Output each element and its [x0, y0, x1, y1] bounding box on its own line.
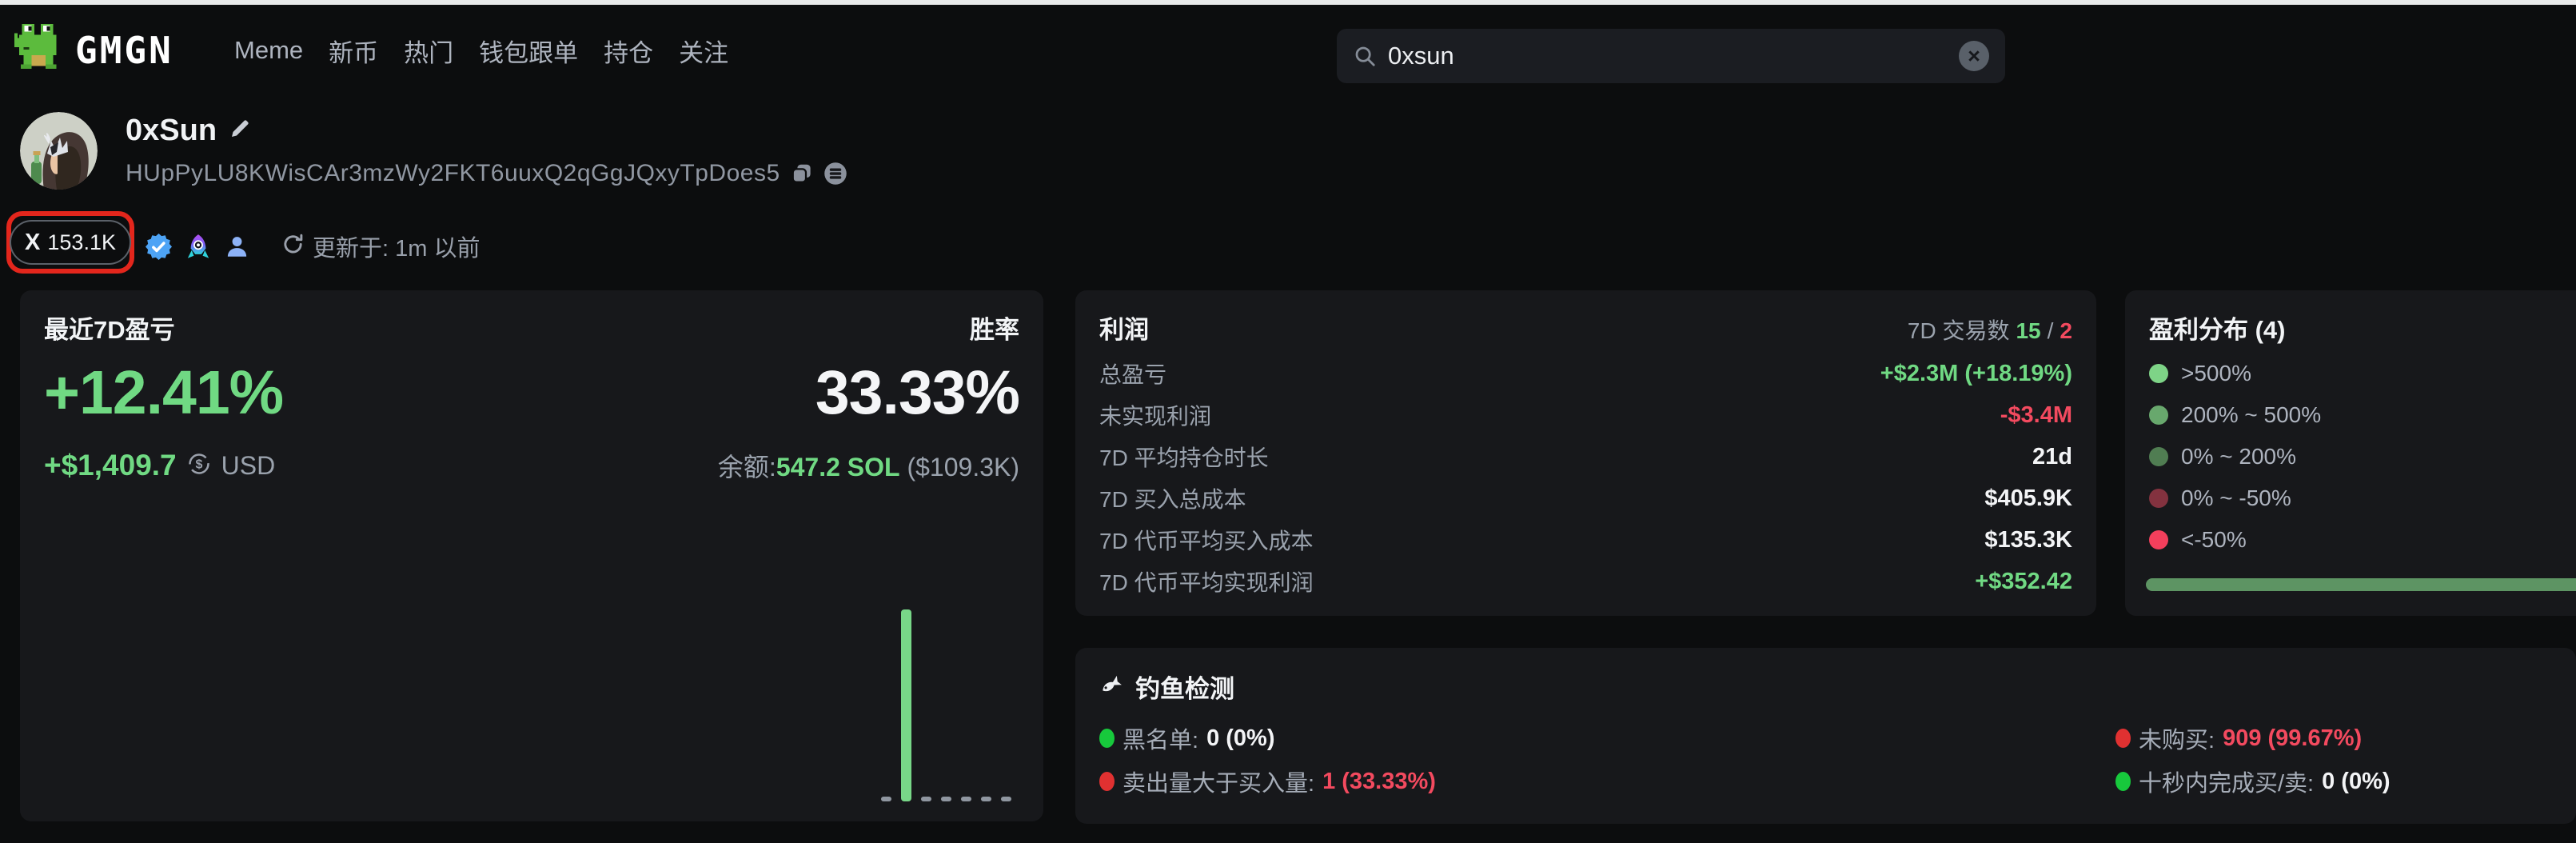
legend-dot: [2149, 530, 2168, 549]
phish-row-didnt-buy: 未购买: 909 (99.67%): [2115, 717, 2391, 760]
phish-row-fast-buy-sell: 十秒内完成买/卖: 0 (0%): [2115, 760, 2391, 803]
usd-label: USD: [221, 450, 276, 480]
legend-dot: [2149, 447, 2168, 466]
balance-usd-value: ($109.3K): [907, 453, 1019, 481]
legend-dot: [2149, 406, 2168, 425]
brand-name: GMGN: [75, 29, 173, 72]
status-dot: [2115, 772, 2131, 791]
refresh-icon[interactable]: [281, 233, 305, 260]
distribution-legend: >500% 200% ~ 500% 0% ~ 200% 0% ~ -50% <-…: [2149, 353, 2321, 561]
stat-row-avg-token-buy-cost: 7D 代币平均买入成本 $135.3K: [1099, 526, 2072, 554]
mini-bar: [901, 609, 911, 801]
phishing-left-column: 黑名单: 0 (0%) 卖出量大于买入量: 1 (33.33%): [1099, 717, 1436, 803]
legend-dot: [2149, 489, 2168, 508]
distribution-bar: [2146, 578, 2576, 591]
search-box[interactable]: ×: [1337, 29, 2005, 83]
nav-link-meme[interactable]: Meme: [234, 36, 304, 64]
phishing-check-card: 钓鱼检测 黑名单: 0 (0%) 卖出量大于买入量: 1 (33.33%) 未购…: [1075, 648, 2576, 824]
phishing-right-column: 未购买: 909 (99.67%) 十秒内完成买/卖: 0 (0%): [2115, 717, 2391, 803]
winrate-label: 胜率: [970, 316, 1019, 344]
avatar: [20, 112, 98, 190]
mini-bar: [941, 797, 951, 801]
update-status-row: 更新于: 1m 以前: [281, 226, 480, 266]
tx-count-label: 7D 交易数: [1907, 318, 2010, 343]
tx-sell-count: 2: [2060, 318, 2072, 343]
wallet-address: HUpPyLU8KWisCAr3mzWy2FKT6uuxQ2qGgJQxyTpD…: [126, 160, 780, 186]
brand-logo[interactable]: GMGN: [14, 5, 173, 96]
profit-card-title: 利润: [1099, 316, 1149, 344]
x-twitter-icon: X: [25, 229, 41, 255]
balance-sol-value: 547.2 SOL: [776, 453, 900, 481]
annotation-highlight-box: X 153.1K: [6, 211, 134, 274]
legend-item: >500%: [2149, 353, 2321, 394]
pnl-card-title: 最近7D盈亏: [44, 316, 175, 344]
search-icon: [1353, 44, 1377, 68]
balance-row: 余额:547.2 SOL ($109.3K): [718, 447, 1019, 484]
profit-card: 利润 7D 交易数 15 / 2 总盈亏 +$2.3M (+18.19%) 未实…: [1075, 290, 2096, 616]
stat-row-avg-realized-profit: 7D 代币平均实现利润 +$352.42: [1099, 568, 2072, 596]
legend-item: 200% ~ 500%: [2149, 394, 2321, 436]
nav-link-trending[interactable]: 热门: [404, 38, 454, 67]
verified-badge-icon: [146, 233, 172, 260]
status-dot: [1099, 729, 1115, 748]
follower-person-icon: [225, 234, 249, 259]
x-followers-count: 153.1K: [47, 230, 116, 254]
stat-row-avg-hold-time: 7D 平均持仓时长 21d: [1099, 443, 2072, 471]
nav-link-watchlist[interactable]: 关注: [679, 38, 729, 67]
phishing-card-title: 钓鱼检测: [1135, 675, 1234, 703]
status-dot: [1099, 772, 1115, 791]
mini-bar: [981, 797, 991, 801]
mini-bar: [1001, 797, 1011, 801]
nav-link-copy-trade[interactable]: 钱包跟单: [479, 38, 579, 67]
smart-money-rocket-icon: [184, 234, 213, 260]
legend-item: <-50%: [2149, 519, 2321, 561]
balance-label: 余额:: [717, 453, 776, 481]
phish-row-blacklist: 黑名单: 0 (0%): [1099, 717, 1436, 760]
legend-dot: [2149, 364, 2168, 383]
legend-item: 0% ~ 200%: [2149, 436, 2321, 477]
tx-separator: /: [2047, 318, 2054, 343]
profile-badges: [146, 226, 249, 266]
wallet-address-row: HUpPyLU8KWisCAr3mzWy2FKT6uuxQ2qGgJQxyTpD…: [126, 160, 847, 187]
distribution-card-title: 盈利分布 (4): [2149, 316, 2286, 344]
fish-icon: [1094, 668, 1130, 706]
updated-timestamp: 更新于: 1m 以前: [313, 236, 481, 262]
mini-bar: [921, 797, 931, 801]
search-clear-button[interactable]: ×: [1959, 41, 1989, 71]
window-top-strip: [0, 0, 2576, 5]
nav-link-new-coins[interactable]: 新币: [329, 38, 379, 67]
pnl-percent-value: +12.41%: [44, 358, 284, 427]
copy-address-icon[interactable]: [790, 162, 814, 186]
profit-stats-rows: 总盈亏 +$2.3M (+18.19%) 未实现利润 -$3.4M 7D 平均持…: [1099, 353, 2072, 602]
7d-tx-count: 7D 交易数 15 / 2: [1908, 314, 2072, 346]
profit-distribution-card: 盈利分布 (4) >500% 200% ~ 500% 0% ~ 200% 0% …: [2125, 290, 2576, 616]
pnl-usd-value: +$1,409.7: [44, 449, 177, 481]
navbar: GMGN Meme 新币 热门 钱包跟单 持仓 关注 ×: [0, 5, 2576, 96]
profile-name: 0xSun: [126, 114, 217, 147]
status-dot: [2115, 729, 2131, 748]
stat-row-total-buy-cost: 7D 买入总成本 $405.9K: [1099, 485, 2072, 513]
usd-cycle-icon[interactable]: $: [186, 451, 212, 481]
twitter-followers-badge[interactable]: X 153.1K: [10, 220, 131, 265]
explorer-icon[interactable]: [823, 162, 847, 186]
stat-row-unrealized-profit: 未实现利润 -$3.4M: [1099, 402, 2072, 429]
mini-bar: [961, 797, 971, 801]
recent-7d-pnl-card: 最近7D盈亏 胜率 +12.41% 33.33% +$1,409.7 $ USD…: [20, 290, 1043, 821]
stat-row-total-pnl: 总盈亏 +$2.3M (+18.19%): [1099, 360, 2072, 388]
search-input[interactable]: [1388, 42, 1959, 70]
legend-item: 0% ~ -50%: [2149, 477, 2321, 519]
nav-links: Meme 新币 热门 钱包跟单 持仓 关注: [234, 5, 728, 96]
pnl-mini-chart: [881, 609, 1011, 801]
profile-name-row: 0xSun: [126, 114, 252, 148]
mini-bar: [881, 797, 891, 801]
phish-row-sell-gt-buy: 卖出量大于买入量: 1 (33.33%): [1099, 760, 1436, 803]
svg-text:$: $: [195, 457, 202, 471]
frog-logo-icon: [14, 23, 64, 78]
winrate-value: 33.33%: [815, 358, 1020, 427]
edit-name-icon[interactable]: [228, 117, 252, 145]
nav-link-holdings[interactable]: 持仓: [604, 38, 654, 67]
tx-buy-count: 15: [2016, 318, 2041, 343]
